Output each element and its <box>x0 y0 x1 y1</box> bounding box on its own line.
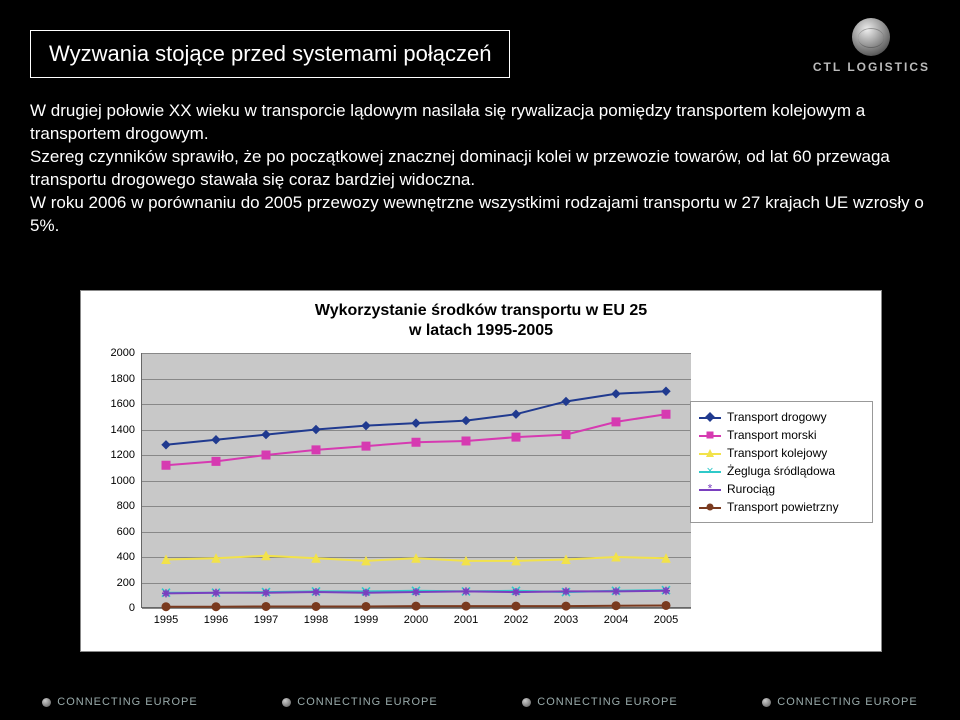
y-tick-label: 1400 <box>111 424 141 436</box>
series-marker <box>262 431 270 439</box>
y-tick-label: 400 <box>117 551 141 563</box>
x-tick-label: 2001 <box>454 608 478 626</box>
legend-item: * Rurociąg <box>699 480 864 498</box>
legend-marker <box>699 412 721 422</box>
x-tick-label: 2003 <box>554 608 578 626</box>
legend-item: Transport morski <box>699 426 864 444</box>
brand-text: CTL LOGISTICS <box>813 60 930 74</box>
body-text: W drugiej połowie XX wieku w transporcie… <box>30 100 930 238</box>
footer: CONNECTING EUROPE CONNECTING EUROPE CONN… <box>0 696 960 708</box>
series-marker <box>212 589 220 597</box>
x-tick-label: 2002 <box>504 608 528 626</box>
chart-card: Wykorzystanie środków transportu w EU 25… <box>80 290 882 652</box>
x-tick-label: 1999 <box>354 608 378 626</box>
chart-title-line: w latach 1995-2005 <box>81 321 881 341</box>
legend-marker <box>699 448 721 458</box>
legend: Transport drogowy Transport morski Transpo… <box>690 401 873 523</box>
series-marker <box>162 441 170 449</box>
series-marker <box>612 418 620 426</box>
series-marker <box>262 589 270 597</box>
series-marker <box>612 390 620 398</box>
legend-label: Transport drogowy <box>727 410 827 424</box>
series-line <box>166 391 666 445</box>
legend-item: Transport powietrzny <box>699 498 864 516</box>
series-marker <box>462 437 470 445</box>
series-marker <box>562 431 570 439</box>
series-marker <box>512 410 520 418</box>
series-marker <box>512 588 520 596</box>
page-title: Wyzwania stojące przed systemami połącze… <box>30 30 510 78</box>
paragraph: W roku 2006 w porównaniu do 2005 przewoz… <box>30 192 930 238</box>
series-marker <box>312 446 320 454</box>
x-tick-label: 1997 <box>254 608 278 626</box>
series-marker <box>162 461 170 469</box>
y-tick-label: 0 <box>129 602 141 614</box>
legend-marker: * <box>699 484 721 494</box>
y-tick-label: 1000 <box>111 475 141 487</box>
y-tick-label: 1800 <box>111 373 141 385</box>
series-marker <box>362 589 370 597</box>
x-tick-label: 2000 <box>404 608 428 626</box>
x-tick-label: 2004 <box>604 608 628 626</box>
series-marker <box>362 422 370 430</box>
series-marker <box>562 587 570 595</box>
series-marker <box>612 587 620 595</box>
y-tick-label: 2000 <box>111 347 141 359</box>
series-marker <box>462 587 470 595</box>
series-marker <box>412 588 420 596</box>
legend-item: Transport kolejowy <box>699 444 864 462</box>
series-marker <box>212 436 220 444</box>
series-marker <box>312 588 320 596</box>
series-marker <box>212 457 220 465</box>
chart-body: 0200400600800100012001400160018002000199… <box>141 353 691 608</box>
footer-item: CONNECTING EUROPE <box>522 696 677 708</box>
footer-item: CONNECTING EUROPE <box>762 696 917 708</box>
globe-icon <box>852 18 890 56</box>
x-tick-label: 1998 <box>304 608 328 626</box>
legend-label: Transport kolejowy <box>727 446 827 460</box>
legend-label: Transport powietrzny <box>727 500 839 514</box>
footer-item: CONNECTING EUROPE <box>282 696 437 708</box>
chart-svg <box>141 353 691 608</box>
series-marker <box>662 410 670 418</box>
legend-item: × Żegluga śródlądowa <box>699 462 864 480</box>
legend-item: Transport drogowy <box>699 408 864 426</box>
paragraph: W drugiej połowie XX wieku w transporcie… <box>30 100 930 146</box>
x-tick-label: 2005 <box>654 608 678 626</box>
y-tick-label: 800 <box>117 500 141 512</box>
series-marker <box>262 451 270 459</box>
chart-title: Wykorzystanie środków transportu w EU 25… <box>81 291 881 343</box>
series-marker <box>512 433 520 441</box>
legend-label: Żegluga śródlądowa <box>727 464 835 478</box>
x-tick-label: 1996 <box>204 608 228 626</box>
y-tick-label: 600 <box>117 526 141 538</box>
series-marker <box>362 442 370 450</box>
slide: CTL LOGISTICS Wyzwania stojące przed sys… <box>0 0 960 720</box>
paragraph: Szereg czynników sprawiło, że po początk… <box>30 146 930 192</box>
legend-marker <box>699 430 721 440</box>
series-marker <box>462 417 470 425</box>
legend-label: Transport morski <box>727 428 817 442</box>
brand-logo: CTL LOGISTICS <box>813 18 930 74</box>
legend-marker <box>699 502 721 512</box>
x-tick-label: 1995 <box>154 608 178 626</box>
series-marker <box>662 387 670 395</box>
y-tick-label: 1600 <box>111 398 141 410</box>
chart-title-line: Wykorzystanie środków transportu w EU 25 <box>81 301 881 321</box>
series-marker <box>312 426 320 434</box>
legend-marker: × <box>699 466 721 476</box>
y-tick-label: 1200 <box>111 449 141 461</box>
y-tick-label: 200 <box>117 577 141 589</box>
legend-label: Rurociąg <box>727 482 775 496</box>
series-marker <box>562 397 570 405</box>
footer-item: CONNECTING EUROPE <box>42 696 197 708</box>
series-marker <box>412 438 420 446</box>
series-marker <box>412 419 420 427</box>
